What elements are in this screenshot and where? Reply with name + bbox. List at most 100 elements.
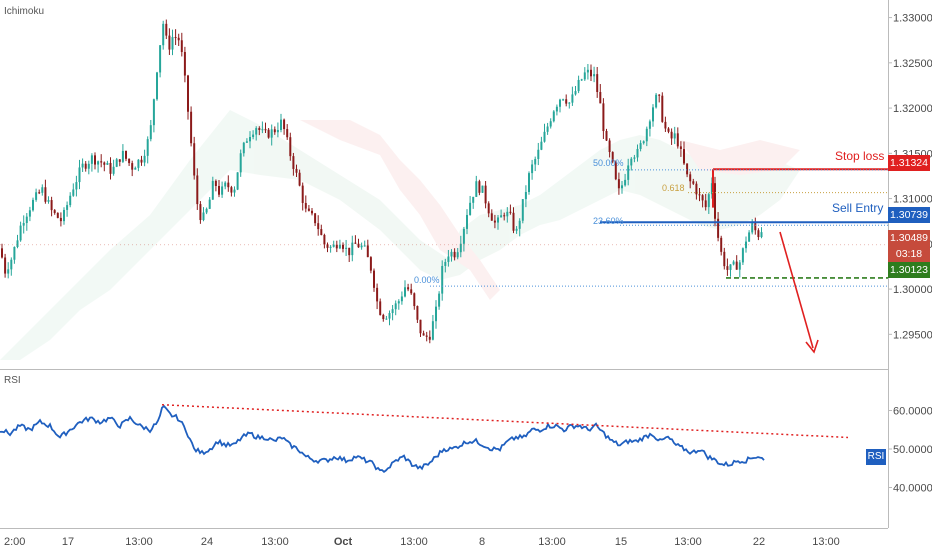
candle-body	[329, 246, 332, 248]
candle-body	[97, 161, 100, 165]
fib-0-label: 0.00%	[414, 275, 440, 285]
rsi-axis: 60.0000 50.0000 40.0000	[888, 406, 932, 495]
candle-body	[493, 220, 496, 223]
candle-body	[115, 159, 118, 167]
candle-body	[478, 181, 481, 193]
candle-body	[608, 140, 611, 153]
candle-body	[59, 217, 62, 222]
rsi-trendline	[161, 403, 849, 439]
candle-body	[667, 128, 670, 132]
candle-body	[270, 129, 273, 138]
rsi-pane-label[interactable]: RSI	[4, 375, 21, 386]
candle-body	[748, 232, 751, 242]
price-tick-label: 1.29500	[893, 329, 932, 341]
candle-body	[683, 149, 685, 164]
candle-body	[633, 157, 636, 159]
price-tick-label: 1.32500	[893, 58, 932, 70]
candle-body	[745, 241, 747, 249]
candle-body	[413, 293, 416, 307]
candle-body	[577, 79, 580, 92]
candle-body	[397, 301, 400, 304]
candle-body	[264, 129, 267, 131]
fib-50-label: 50.00%	[593, 158, 624, 168]
candle-body	[171, 37, 174, 50]
candle-body	[177, 37, 180, 41]
rsi-tick-label: 50.0000	[893, 444, 932, 456]
candle-body	[50, 200, 53, 211]
candle-body	[453, 251, 456, 258]
candle-body	[72, 189, 75, 196]
candle-body	[549, 121, 552, 127]
candle-body	[394, 303, 397, 310]
time-tick-label: 13:00	[261, 536, 289, 548]
candle-body	[642, 141, 645, 144]
candle-body	[280, 119, 282, 130]
candle-body	[679, 146, 682, 150]
indicator-label[interactable]: Ichimoku	[4, 6, 45, 17]
candle-body	[528, 173, 530, 192]
candle-body	[717, 218, 720, 238]
candle-body	[698, 194, 701, 196]
candle-body	[56, 212, 59, 218]
candle-body	[354, 242, 357, 244]
candle-body	[732, 261, 735, 265]
candle-body	[441, 265, 444, 294]
candlestick-series	[1, 19, 763, 344]
candle-body	[404, 287, 406, 297]
candle-body	[630, 158, 633, 166]
candle-body	[44, 187, 47, 202]
rsi-value-badge[interactable]: RSI	[866, 449, 886, 465]
candle-body	[78, 167, 81, 183]
candle-body	[258, 128, 261, 130]
candle-body	[239, 153, 242, 173]
candle-body	[645, 128, 648, 142]
down-arrow-annotation	[779, 231, 819, 354]
candle-body	[701, 195, 704, 201]
candle-body	[379, 301, 382, 315]
candle-body	[729, 264, 732, 270]
time-tick-label: 24	[201, 536, 213, 548]
candle-body	[363, 245, 366, 247]
candle-body	[152, 99, 155, 126]
candle-body	[109, 162, 112, 174]
candle-body	[450, 251, 453, 257]
candle-body	[298, 172, 301, 186]
time-tick-label: 13:00	[674, 536, 702, 548]
candle-body	[283, 119, 286, 130]
candle-body	[168, 35, 171, 50]
rsi-series	[0, 403, 849, 473]
candle-body	[320, 229, 323, 235]
candle-body	[295, 168, 298, 173]
candle-body	[500, 215, 503, 218]
candle-body	[531, 164, 534, 174]
candle-body	[183, 52, 186, 76]
time-tick-label: 13:00	[812, 536, 840, 548]
candle-body	[540, 141, 543, 150]
candle-body	[35, 192, 38, 200]
candle-body	[428, 336, 431, 340]
candle-body	[670, 131, 673, 139]
candle-body	[714, 183, 716, 219]
candle-body	[63, 209, 65, 222]
candle-body	[472, 196, 475, 203]
candle-body	[348, 247, 351, 256]
target-price-tag: 1.30123	[888, 262, 930, 278]
candle-body	[304, 202, 307, 209]
candle-body	[512, 212, 515, 231]
candle-body	[416, 306, 419, 320]
candle-body	[506, 211, 509, 217]
candle-body	[391, 309, 394, 314]
candle-body	[435, 306, 437, 322]
candle-body	[214, 180, 217, 186]
candle-body	[741, 248, 744, 263]
candle-body	[342, 244, 344, 249]
candle-body	[614, 161, 617, 180]
rsi-line	[0, 404, 765, 473]
fib-236-label: 23.60%	[593, 216, 624, 226]
candle-body	[425, 335, 428, 337]
candle-body	[537, 149, 540, 159]
candle-body	[639, 143, 642, 149]
candle-body	[261, 129, 264, 131]
candle-body	[38, 192, 41, 194]
